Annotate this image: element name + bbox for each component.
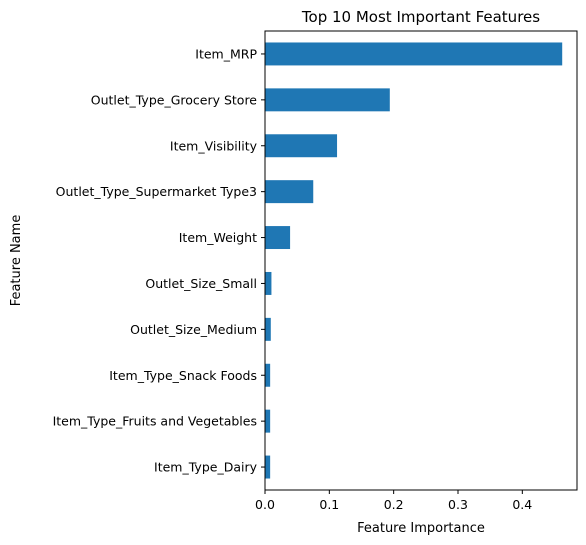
bar-3 bbox=[265, 180, 314, 204]
y-tick-label: Item_Type_Fruits and Vegetables bbox=[53, 414, 257, 429]
bar-1 bbox=[265, 88, 390, 112]
x-tick-label: 0.4 bbox=[512, 497, 532, 512]
x-tick-label: 0.0 bbox=[255, 497, 275, 512]
y-axis-label: Feature Name bbox=[9, 215, 24, 307]
x-tick-label: 0.1 bbox=[319, 497, 339, 512]
x-tick-label: 0.3 bbox=[448, 497, 468, 512]
y-tick-label: Item_Weight bbox=[179, 230, 257, 245]
plot-frame bbox=[264, 30, 578, 491]
bar-7 bbox=[265, 363, 271, 387]
y-tick-label: Item_Type_Snack Foods bbox=[109, 368, 257, 383]
x-ticks-group: 0.0 0.1 0.2 0.3 0.4 bbox=[255, 490, 532, 512]
bars-group bbox=[265, 42, 563, 479]
bar-2 bbox=[265, 134, 338, 158]
y-tick-label: Outlet_Size_Small bbox=[145, 276, 257, 291]
x-tick-label: 0.2 bbox=[384, 497, 404, 512]
y-tick-label: Outlet_Type_Supermarket Type3 bbox=[56, 184, 257, 199]
chart-title: Top 10 Most Important Features bbox=[301, 8, 540, 26]
bar-0 bbox=[265, 42, 563, 66]
bar-5 bbox=[265, 271, 272, 295]
y-tick-label: Outlet_Type_Grocery Store bbox=[91, 92, 258, 107]
y-tick-label: Item_Type_Dairy bbox=[154, 460, 258, 475]
y-ticks-group: Item_MRP Outlet_Type_Grocery Store Item_Vi… bbox=[53, 46, 265, 475]
bar-4 bbox=[265, 226, 291, 250]
bar-6 bbox=[265, 317, 271, 341]
y-tick-label: Item_Visibility bbox=[170, 138, 258, 153]
y-tick-label: Item_MRP bbox=[195, 46, 257, 61]
x-axis-label: Feature Importance bbox=[357, 521, 485, 536]
bar-8 bbox=[265, 409, 271, 433]
bar-9 bbox=[265, 455, 271, 479]
y-tick-label: Outlet_Size_Medium bbox=[130, 322, 257, 337]
